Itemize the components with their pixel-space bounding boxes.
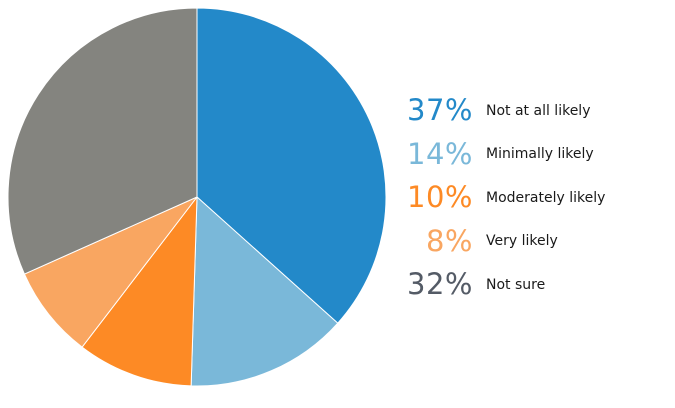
legend-label: Minimally likely	[486, 146, 594, 163]
pie-slice-not-sure	[7, 7, 198, 275]
pie-slice-not-at-all-likely	[196, 7, 387, 324]
pie-chart	[7, 7, 387, 387]
pie-slice-very-likely	[23, 196, 198, 348]
legend-label: Not sure	[486, 276, 546, 293]
legend-item-minimally-likely: 14% Minimally likely	[398, 133, 668, 177]
legend-label: Not at all likely	[486, 102, 591, 119]
legend-item-not-sure: 32% Not sure	[398, 263, 668, 307]
pie-slice-minimally-likely	[190, 195, 339, 387]
legend-item-moderately-likely: 10% Moderately likely	[398, 176, 668, 220]
pie-slice-moderately-likely	[81, 195, 198, 387]
legend-item-not-at-all-likely: 37% Not at all likely	[398, 89, 668, 133]
legend: 37% Not at all likely 14% Minimally like…	[398, 89, 668, 307]
legend-label: Very likely	[486, 233, 558, 250]
legend-percent: 10%	[407, 180, 473, 215]
legend-percent: 14%	[407, 136, 473, 171]
legend-percent: 8%	[425, 223, 473, 258]
legend-percent: 32%	[407, 267, 473, 302]
legend-item-very-likely: 8% Very likely	[398, 220, 668, 264]
legend-label: Moderately likely	[486, 189, 606, 206]
legend-percent: 37%	[407, 93, 473, 128]
